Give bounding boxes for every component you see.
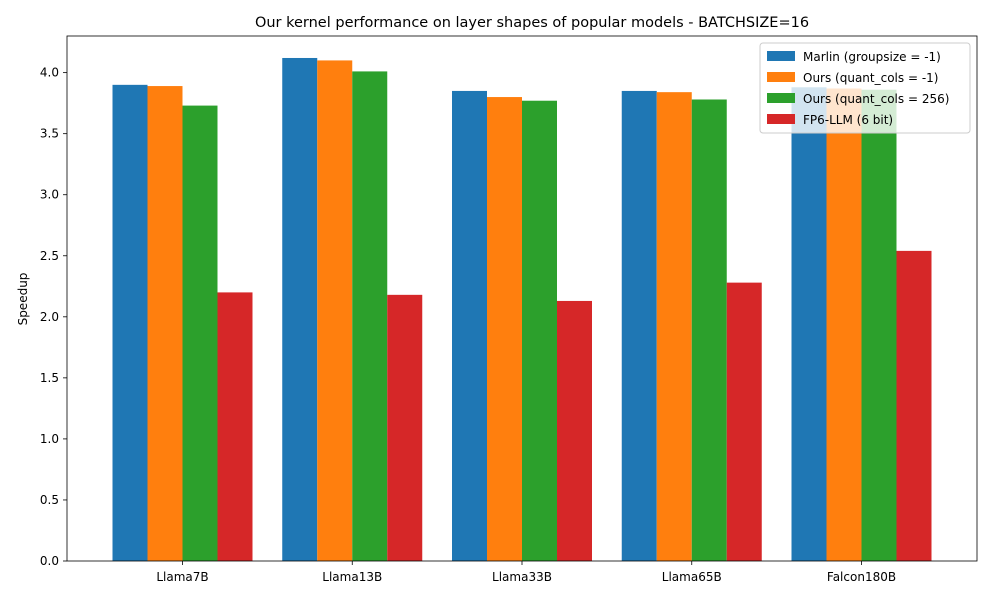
x-tick-label: Llama13B: [322, 570, 382, 584]
bar-llama7b-series-2: [147, 86, 183, 561]
legend: Marlin (groupsize = -1) Ours (quant_cols …: [759, 42, 971, 134]
bar-llama7b-series-4: [217, 292, 253, 561]
legend-swatch: [767, 72, 795, 82]
x-tick-label: Llama65B: [662, 570, 722, 584]
y-axis-ticks: 0.0 0.5 1.0 1.5 2.0 2.5 3.0 3.5 4.0: [40, 66, 67, 568]
bar-llama33b-series-3: [522, 100, 557, 562]
x-axis-ticks: Llama7B Llama13B Llama33B Llama65B Falcon180…: [156, 561, 896, 584]
legend-swatch: [767, 51, 795, 61]
x-tick-label: Llama33B: [492, 570, 552, 584]
legend-box: [759, 42, 971, 134]
y-tick-label: 2.5: [40, 249, 59, 263]
legend-label: Marlin (groupsize = -1): [803, 50, 941, 64]
bar-llama13b-series-1: [282, 57, 318, 561]
bar-falcon180b-series-1: [791, 87, 827, 561]
bar-llama7b-series-3: [182, 105, 218, 561]
bar-falcon180b-series-3: [861, 89, 897, 561]
y-axis-label: Speedup: [16, 273, 30, 326]
bar-llama13b-series-3: [352, 71, 388, 561]
legend-label: FP6-LLM (6 bit): [803, 113, 893, 127]
bar-llama65b-series-3: [691, 99, 727, 562]
bar-llama65b-series-4: [726, 282, 762, 561]
y-tick-label: 2.0: [40, 310, 59, 324]
bar-llama7b-series-1: [112, 84, 148, 561]
y-tick-label: 4.0: [40, 66, 59, 80]
y-tick-label: 1.0: [40, 432, 59, 446]
x-tick-label: Llama7B: [156, 570, 208, 584]
bar-falcon180b-series-4: [896, 250, 932, 561]
x-tick-label: Falcon180B: [827, 570, 896, 584]
bar-falcon180b-series-2: [826, 88, 862, 561]
bar-llama65b-series-2: [656, 92, 692, 561]
y-tick-label: 3.5: [40, 127, 59, 141]
bar-llama13b-series-4: [387, 294, 423, 561]
y-tick-label: 3.0: [40, 188, 59, 202]
legend-label: Ours (quant_cols = -1): [803, 71, 938, 85]
bar-llama33b-series-1: [452, 90, 487, 561]
plot-frame: [66, 35, 978, 562]
bar-llama33b-series-4: [557, 300, 592, 561]
legend-swatch: [767, 93, 795, 103]
legend-label: Ours (quant_cols = 256): [803, 92, 949, 106]
bars-group: [112, 57, 932, 562]
bar-llama33b-series-2: [487, 97, 522, 562]
bar-llama65b-series-1: [621, 90, 657, 561]
y-tick-label: 1.5: [40, 371, 59, 385]
chart-title: Our kernel performance on layer shapes o…: [255, 15, 809, 31]
legend-swatch: [767, 114, 795, 124]
y-tick-label: 0.0: [40, 554, 59, 568]
bar-llama13b-series-2: [317, 60, 353, 562]
y-tick-label: 0.5: [40, 493, 59, 507]
